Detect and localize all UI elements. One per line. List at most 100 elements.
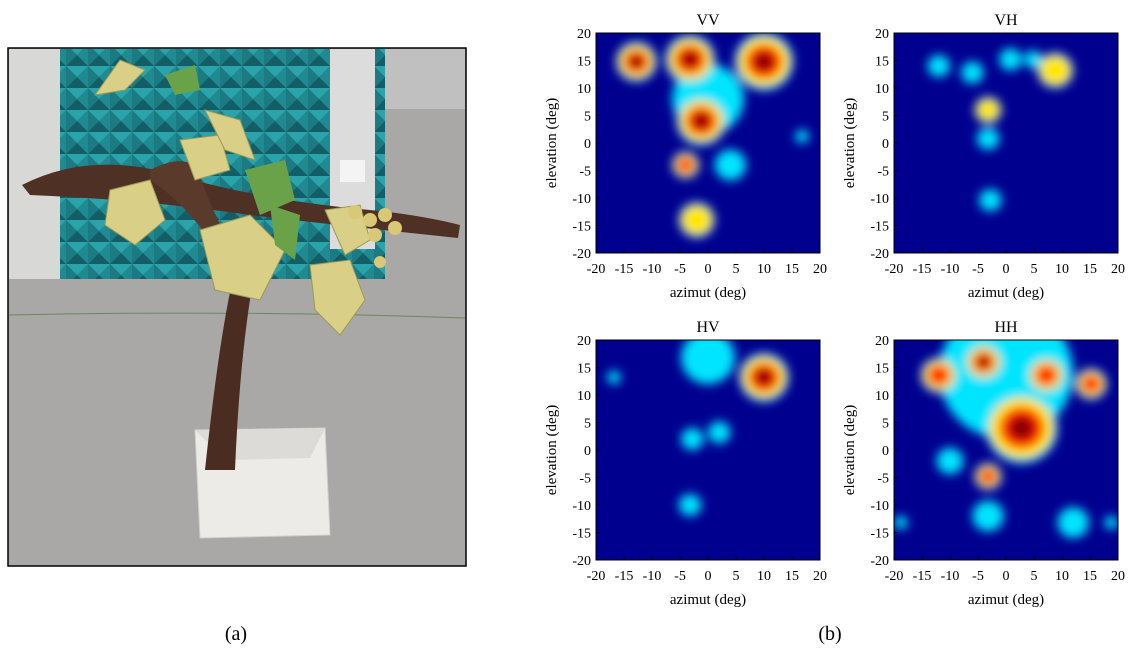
panel-title: HH <box>994 319 1018 336</box>
heatmap-panel: HH azimut (deg) elevation (deg) -20 -15 -10 -5… <box>842 319 1125 608</box>
y-tick-label: 0 <box>882 444 889 459</box>
x-tick-label: 20 <box>813 262 827 277</box>
y-tick-label: 10 <box>577 82 591 97</box>
heatmap-blobs <box>616 33 809 238</box>
x-tick-label: 15 <box>1083 262 1097 277</box>
y-axis-label: elevation (deg) <box>544 98 560 188</box>
x-tick-label: -20 <box>587 569 606 584</box>
x-tick-label: 5 <box>733 569 740 584</box>
y-tick-label: 5 <box>882 417 889 432</box>
x-tick-label: -10 <box>643 569 662 584</box>
heatmap-blob <box>714 149 747 181</box>
heatmap-blob <box>753 51 775 72</box>
heatmap-blob <box>1039 55 1072 86</box>
heatmap-panel: VV azimut (deg) elevation (deg) -20 -15 -10 -5… <box>544 12 827 301</box>
y-tick-label: -10 <box>870 499 889 514</box>
x-tick-label: 0 <box>705 569 712 584</box>
x-tick-label: 20 <box>1111 569 1125 584</box>
heatmap-blob <box>681 51 699 68</box>
heatmap-blob <box>607 370 621 384</box>
heatmap-blob <box>894 516 908 530</box>
y-tick-label: -10 <box>572 499 591 514</box>
x-tick-label: -5 <box>674 262 686 277</box>
y-tick-label: 15 <box>577 362 591 377</box>
heatmap-blob <box>1104 516 1118 530</box>
caption: (a) <box>225 623 247 645</box>
heatmap-blob <box>1023 50 1042 69</box>
x-tick-label: 5 <box>1031 569 1038 584</box>
x-axis-label: azimut (deg) <box>968 285 1044 301</box>
heatmap-blobs <box>894 340 1118 538</box>
y-axis-label: elevation (deg) <box>842 405 858 495</box>
x-axis-label: azimut (deg) <box>968 592 1044 608</box>
y-axis-label: elevation (deg) <box>544 405 560 495</box>
y-tick-label: 20 <box>577 27 591 42</box>
x-tick-label: 10 <box>757 569 771 584</box>
y-tick-label: 15 <box>875 55 889 70</box>
x-tick-label: 15 <box>785 262 799 277</box>
y-tick-label: 20 <box>875 334 889 349</box>
heatmap-blob <box>927 364 950 386</box>
y-tick-label: -20 <box>572 247 591 262</box>
heatmap-blob <box>975 98 1001 122</box>
heatmap-blob <box>1057 507 1089 538</box>
y-tick-label: -10 <box>572 192 591 207</box>
x-tick-label: 20 <box>813 569 827 584</box>
x-tick-label: 20 <box>1111 262 1125 277</box>
panel-title: VH <box>994 12 1018 29</box>
heatmap-blob <box>681 428 704 450</box>
heatmap-blob <box>629 54 644 69</box>
y-tick-label: -20 <box>870 554 889 569</box>
y-tick-label: -5 <box>877 472 889 487</box>
heatmap-blobs <box>607 340 789 516</box>
heatmap-blob <box>972 500 1004 532</box>
x-tick-label: -20 <box>587 262 606 277</box>
x-tick-label: 15 <box>785 569 799 584</box>
panel-title: HV <box>696 319 720 336</box>
x-tick-label: 10 <box>1055 569 1069 584</box>
heatmap-blob <box>977 356 990 368</box>
y-tick-label: 15 <box>577 55 591 70</box>
heatmap-blur <box>616 33 809 238</box>
y-tick-label: -15 <box>870 527 889 542</box>
x-tick-label: 0 <box>705 262 712 277</box>
x-tick-label: -20 <box>885 569 904 584</box>
y-tick-label: -5 <box>877 165 889 180</box>
y-tick-label: 10 <box>577 389 591 404</box>
heatmap-blob <box>692 112 710 130</box>
y-tick-label: -20 <box>870 247 889 262</box>
heatmap-blob <box>1081 374 1101 394</box>
x-tick-label: -15 <box>615 569 634 584</box>
y-tick-label: -5 <box>579 472 591 487</box>
x-tick-label: -15 <box>913 262 932 277</box>
y-tick-label: 10 <box>875 389 889 404</box>
heatmap-blob <box>999 48 1022 71</box>
x-tick-label: 5 <box>1031 262 1038 277</box>
x-tick-label: -5 <box>972 262 984 277</box>
y-tick-label: 5 <box>584 417 591 432</box>
x-tick-label: -20 <box>885 262 904 277</box>
y-axis-label: elevation (deg) <box>842 98 858 188</box>
heatmap-blob <box>1035 364 1058 386</box>
heatmap-blur <box>927 48 1074 212</box>
y-tick-label: 5 <box>882 110 889 125</box>
heatmap-blur <box>894 340 1118 538</box>
y-tick-label: -15 <box>870 220 889 235</box>
heatmap-blob <box>979 468 997 485</box>
heatmap-blob <box>795 129 809 143</box>
heatmap-blob <box>936 447 964 475</box>
y-tick-label: 20 <box>875 27 889 42</box>
x-tick-label: -10 <box>941 262 960 277</box>
y-tick-label: 10 <box>875 82 889 97</box>
x-tick-label: -15 <box>615 262 634 277</box>
heatmap-blob <box>680 204 713 236</box>
x-tick-label: 0 <box>1003 262 1010 277</box>
heatmap-blob <box>678 494 702 516</box>
x-tick-label: -15 <box>913 569 932 584</box>
x-tick-label: -5 <box>674 569 686 584</box>
x-axis-label: azimut (deg) <box>670 285 746 301</box>
y-tick-label: 5 <box>584 110 591 125</box>
heatmap-blob <box>755 369 773 386</box>
caption: (b) <box>818 623 841 645</box>
y-tick-label: 20 <box>577 334 591 349</box>
